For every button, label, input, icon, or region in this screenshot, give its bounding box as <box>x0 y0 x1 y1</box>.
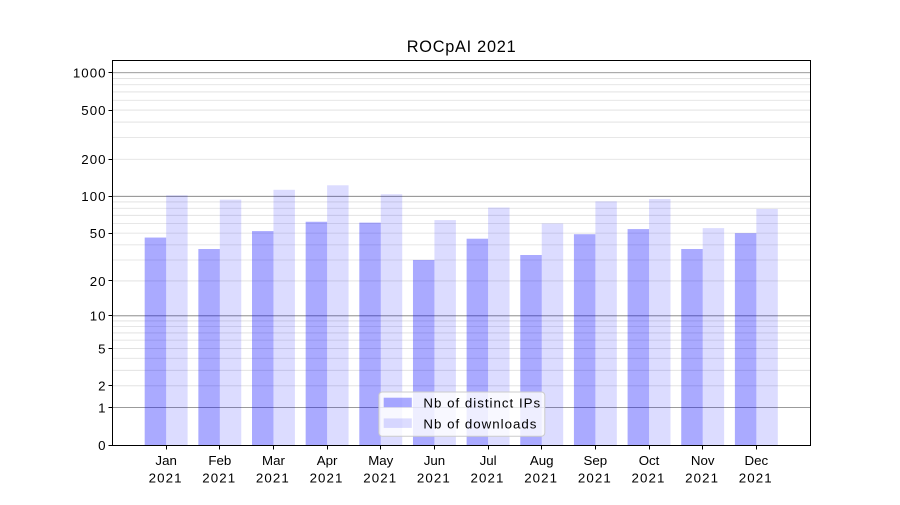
svg-text:2021: 2021 <box>310 471 344 486</box>
svg-text:ROCpAI 2021: ROCpAI 2021 <box>407 38 517 56</box>
svg-text:2021: 2021 <box>202 471 236 486</box>
svg-text:0: 0 <box>98 438 106 453</box>
svg-text:2: 2 <box>98 379 106 394</box>
svg-text:Jan: Jan <box>155 453 176 468</box>
svg-text:Aug: Aug <box>530 453 554 468</box>
svg-text:200: 200 <box>81 152 106 167</box>
svg-text:2021: 2021 <box>739 471 773 486</box>
svg-text:Mar: Mar <box>262 453 285 468</box>
svg-text:Nb of downloads: Nb of downloads <box>423 416 537 431</box>
svg-text:2021: 2021 <box>256 471 290 486</box>
svg-text:Dec: Dec <box>745 453 769 468</box>
svg-text:Feb: Feb <box>208 453 231 468</box>
svg-text:1: 1 <box>98 400 106 415</box>
svg-text:2021: 2021 <box>363 471 397 486</box>
svg-text:100: 100 <box>81 189 106 204</box>
svg-text:10: 10 <box>90 309 107 324</box>
svg-text:Jul: Jul <box>480 453 497 468</box>
svg-text:Oct: Oct <box>639 453 660 468</box>
svg-text:1000: 1000 <box>73 66 107 81</box>
svg-text:Jun: Jun <box>424 453 445 468</box>
svg-text:2021: 2021 <box>578 471 612 486</box>
svg-text:20: 20 <box>90 274 107 289</box>
svg-text:Apr: Apr <box>317 453 338 468</box>
svg-text:Nb of distinct IPs: Nb of distinct IPs <box>423 396 541 411</box>
svg-text:500: 500 <box>81 103 106 118</box>
svg-text:50: 50 <box>90 226 107 241</box>
svg-text:2021: 2021 <box>471 471 505 486</box>
svg-text:2021: 2021 <box>631 471 665 486</box>
svg-text:2021: 2021 <box>524 471 558 486</box>
svg-text:Sep: Sep <box>584 453 608 468</box>
svg-text:5: 5 <box>98 341 106 356</box>
svg-text:2021: 2021 <box>685 471 719 486</box>
svg-text:Nov: Nov <box>691 453 715 468</box>
svg-text:2021: 2021 <box>149 471 183 486</box>
svg-text:May: May <box>368 453 393 468</box>
svg-text:2021: 2021 <box>417 471 451 486</box>
